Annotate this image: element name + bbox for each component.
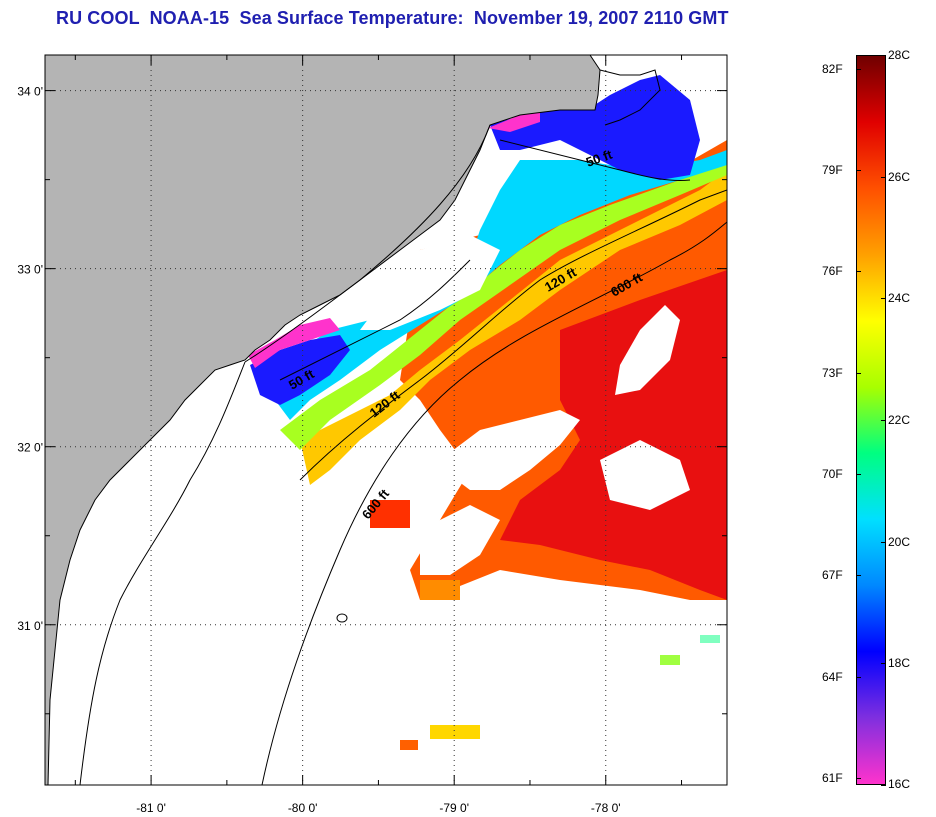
colorbar-celsius-tick (881, 785, 886, 786)
colorbar-fahrenheit-tick (856, 575, 861, 577)
colorbar-celsius-label: 28C (888, 48, 911, 62)
colorbar-fahrenheit-tick (856, 169, 861, 171)
colorbar-celsius-tick (881, 298, 886, 300)
colorbar-celsius-label: 16C (888, 777, 911, 791)
lon-tick-label: -80 0' (288, 801, 318, 815)
colorbar-fahrenheit-tick (856, 474, 861, 476)
lon-tick-label: -78 0' (591, 801, 621, 815)
sst-region-mild (300, 170, 727, 485)
lat-tick-label: 32 0' (17, 441, 43, 455)
sst-patch (420, 580, 460, 600)
depth-contour-50ft (279, 139, 691, 381)
map-frame (44, 54, 728, 786)
colorbar-fahrenheit-label: 61F (822, 771, 843, 786)
cloud-gap (600, 440, 690, 510)
colorbar-celsius-tick (881, 541, 886, 543)
colorbar-fahrenheit-tick (856, 372, 861, 374)
lat-tick-label: 31 0' (17, 619, 43, 633)
lat-tick-label: 34 0' (17, 85, 43, 99)
colorbar-fahrenheit-tick (856, 778, 861, 780)
depth-contour-600ft-island (336, 613, 348, 623)
sst-patch (400, 740, 418, 750)
colorbar-celsius-tick (881, 663, 886, 665)
map-axes: 34 0' 33 0' 32 0' 31 0' -81 0' -80 0' -79 0' -7… (17, 55, 727, 815)
page-title: RU COOL NOAA-15 Sea Surface Temperature:… (56, 8, 729, 28)
colorbar-celsius-label: 20C (888, 534, 911, 549)
colorbar-fahrenheit-label: 64F (822, 669, 843, 684)
colorbar-fahrenheit-label: 70F (822, 467, 843, 482)
colorbar-celsius-label: 26C (888, 169, 911, 184)
colorbar-celsius-label: 18C (888, 656, 911, 671)
colorbar-celsius-label: 22C (888, 413, 911, 427)
land-mass (45, 55, 601, 785)
colorbar-fahrenheit-tick (856, 676, 861, 678)
coastline (79, 69, 661, 785)
sst-patch (700, 635, 720, 643)
sst-patch (370, 500, 410, 528)
sst-patch (430, 725, 480, 739)
colorbar-fahrenheit-label: 82F (822, 61, 843, 76)
colorbar-celsius-tick (881, 420, 886, 421)
cloud-gap (360, 235, 500, 330)
colorbar-fahrenheit-label: 73F (822, 365, 843, 380)
colorbar-celsius-tick (881, 55, 886, 56)
sst-region-magenta-south (248, 318, 340, 368)
colorbar-fahrenheit-tick (856, 68, 861, 70)
lon-tick-label: -81 0' (136, 801, 166, 815)
colorbar-celsius-tick (881, 176, 886, 178)
colorbar-fahrenheit-label: 67F (822, 568, 843, 583)
depth-contour-600ft (261, 221, 727, 785)
lon-tick-label: -79 0' (439, 801, 469, 815)
sst-data-layer (248, 75, 727, 750)
cloud-gap (615, 305, 680, 395)
sst-region-magenta-north (488, 110, 540, 132)
sst-region-cool (280, 160, 727, 450)
depth-contour-120ft (299, 189, 727, 481)
colorbar-fahrenheit-tick (856, 271, 861, 273)
colorbar-fahrenheit-label: 76F (822, 264, 843, 279)
colorbar-celsius-label: 24C (888, 291, 911, 306)
sst-region-nearshore-blue (490, 75, 700, 180)
graticule (45, 55, 727, 785)
lat-tick-label: 33 0' (17, 263, 43, 277)
colorbar-fahrenheit-label: 79F (822, 162, 843, 177)
cloud-gap (440, 410, 580, 490)
sst-patch (660, 655, 680, 665)
cloud-gap (420, 505, 500, 575)
sst-region-cold (260, 150, 727, 420)
